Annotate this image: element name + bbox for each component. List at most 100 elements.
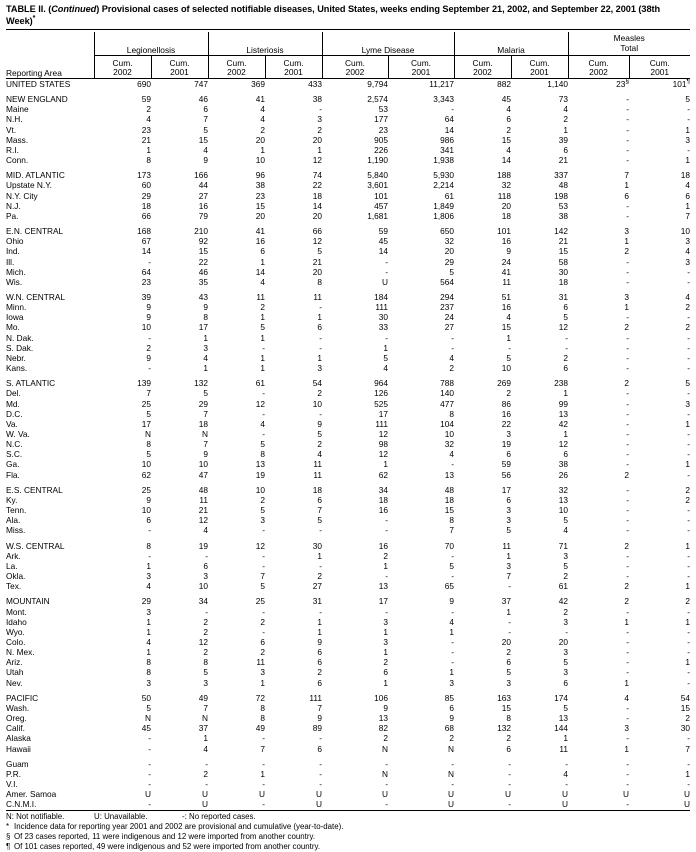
- row-value-text: -: [626, 647, 629, 658]
- row-value-3: -: [265, 302, 322, 312]
- row-value-0: 23: [94, 277, 151, 287]
- row-value-text: 2: [203, 616, 208, 627]
- row-value-text: -: [262, 758, 265, 769]
- row-value-4: 9: [322, 703, 388, 713]
- table-row: Nev. 3 3 1 6 1 3 3 6 1-: [6, 678, 690, 688]
- row-value-5: 48: [388, 485, 454, 495]
- row-value-text: 68: [444, 723, 454, 734]
- row-value-text: 74: [312, 170, 322, 181]
- row-value-4: 9,794: [322, 79, 388, 90]
- row-value-8: 2: [568, 581, 629, 591]
- row-value-text: 37: [198, 723, 208, 734]
- row-value-text: -: [626, 494, 629, 505]
- row-value-2: 49: [208, 723, 265, 733]
- row-value-text: 29: [444, 256, 454, 267]
- row-value-1: 5: [151, 125, 208, 135]
- row-value-text: 1,938: [433, 155, 454, 166]
- row-value-text: 12: [312, 155, 322, 166]
- row-value-6: 9: [454, 246, 511, 256]
- row-value-text: 11: [502, 540, 511, 551]
- row-value-text: -: [508, 758, 511, 769]
- row-value-5: 4: [388, 617, 454, 627]
- row-value-text: 22: [501, 418, 511, 429]
- row-value-6: -: [454, 627, 511, 637]
- row-value-8: 1: [568, 302, 629, 312]
- row-value-2: 4: [208, 277, 265, 287]
- row-value-6: 16: [454, 302, 511, 312]
- row-value-1: -: [151, 759, 208, 769]
- row-value-4: 1: [322, 561, 388, 571]
- row-value-2: -: [208, 627, 265, 637]
- row-value-text: 1: [383, 560, 388, 571]
- row-value-text: 8: [506, 713, 511, 724]
- row-value-text: 30: [378, 312, 388, 323]
- row-value-9: 1: [629, 419, 690, 429]
- row-value-text: -: [385, 606, 388, 617]
- row-value-text: -: [262, 799, 265, 810]
- table-row: Ohio 67 92 16 12 45 32 16 21 1 3: [6, 236, 690, 246]
- row-value-text: 12: [198, 636, 208, 647]
- row-value-text: N: [382, 743, 388, 754]
- row-value-text: 99: [558, 398, 568, 409]
- row-value-text: 38: [558, 459, 568, 470]
- row-value-4: -: [322, 759, 388, 769]
- cum-label: Cum.: [283, 57, 304, 68]
- row-value-0: 690: [94, 79, 151, 90]
- row-value-5: 85: [388, 693, 454, 703]
- row-value-text: -: [687, 312, 690, 323]
- disease-header-malaria: Malaria: [453, 32, 568, 56]
- row-value-6: 101: [454, 226, 511, 236]
- row-value-7: 1: [511, 429, 568, 439]
- row-value-1: 27: [151, 191, 208, 201]
- row-value-4: 12: [322, 429, 388, 439]
- row-value-text: 3: [383, 636, 388, 647]
- row-value-5: 61: [388, 191, 454, 201]
- table-row: PACIFIC 50 49 72 111 106 85 163 174 4 54: [6, 693, 690, 703]
- row-value-text: -: [687, 733, 690, 744]
- row-value-text: 6: [203, 560, 208, 571]
- row-value-text: 48: [444, 484, 454, 495]
- row-value-9: U: [629, 799, 690, 809]
- header-top-rule: [6, 29, 690, 32]
- row-value-text: 9: [449, 713, 454, 724]
- table-row: Del. 7 5-2 126 140 2 1- -: [6, 388, 690, 398]
- row-value-text: 6: [203, 104, 208, 115]
- row-area-label: Iowa: [6, 312, 24, 323]
- row-value-text: -: [319, 342, 322, 353]
- row-value-8: -: [568, 211, 629, 221]
- row-value-text: 27: [312, 581, 322, 592]
- row-value-text: 337: [554, 170, 568, 181]
- row-area-label: W.N. CENTRAL: [6, 291, 66, 302]
- row-value-9: -: [629, 525, 690, 535]
- table-row: Calif. 45 37 49 89 82 68 132 144 3 30: [6, 723, 690, 733]
- row-value-9: -: [629, 505, 690, 515]
- row-value-text: 457: [374, 200, 388, 211]
- row-value-text: 142: [554, 226, 568, 237]
- row-value-8: -: [568, 267, 629, 277]
- row-value-text: 1: [563, 388, 568, 399]
- row-value-4: 13: [322, 581, 388, 591]
- row-value-text: -: [626, 332, 629, 343]
- row-value-text: 11: [559, 743, 568, 754]
- row-value-7: U: [511, 789, 568, 799]
- row-value-2: 6: [208, 246, 265, 256]
- row-value-9: 4: [629, 180, 690, 190]
- row-value-text: -: [205, 606, 208, 617]
- row-value-8: -: [568, 459, 629, 469]
- row-value-text: 5: [563, 312, 568, 323]
- row-value-6: 11: [454, 277, 511, 287]
- row-value-text: -: [687, 104, 690, 115]
- row-value-text: 2: [146, 342, 151, 353]
- row-value-text: 24: [444, 312, 454, 323]
- row-value-text: -: [626, 505, 629, 516]
- row-value-text: 177: [374, 114, 388, 125]
- row-value-1: 9: [151, 302, 208, 312]
- row-value-text: 5: [506, 525, 511, 536]
- row-value-text: 15: [198, 246, 208, 257]
- row-value-text: N: [382, 768, 388, 779]
- row-value-0: 173: [94, 170, 151, 180]
- row-value-1: 5: [151, 667, 208, 677]
- row-value-text: 8: [260, 702, 265, 713]
- row-value-1: 10: [151, 459, 208, 469]
- row-value-6: 8: [454, 713, 511, 723]
